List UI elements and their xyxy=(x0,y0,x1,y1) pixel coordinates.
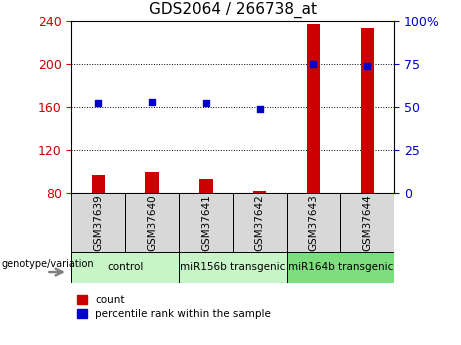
Bar xyxy=(307,24,320,193)
Bar xyxy=(145,171,159,193)
Bar xyxy=(92,175,105,193)
Bar xyxy=(361,28,374,193)
Bar xyxy=(287,193,340,252)
Text: miR156b transgenic: miR156b transgenic xyxy=(180,263,285,272)
Bar xyxy=(71,193,125,252)
Bar xyxy=(71,252,179,283)
Text: miR164b transgenic: miR164b transgenic xyxy=(288,263,393,272)
Title: GDS2064 / 266738_at: GDS2064 / 266738_at xyxy=(149,2,317,18)
Point xyxy=(148,99,156,105)
Point xyxy=(256,106,263,111)
Text: control: control xyxy=(107,263,143,272)
Legend: count, percentile rank within the sample: count, percentile rank within the sample xyxy=(77,295,271,319)
Point xyxy=(202,101,210,106)
Bar xyxy=(340,193,394,252)
Text: genotype/variation: genotype/variation xyxy=(1,259,94,269)
Text: GSM37640: GSM37640 xyxy=(147,194,157,251)
Text: GSM37642: GSM37642 xyxy=(254,194,265,251)
Bar xyxy=(287,252,394,283)
Text: GSM37641: GSM37641 xyxy=(201,194,211,251)
Bar xyxy=(179,193,233,252)
Bar xyxy=(179,252,287,283)
Point xyxy=(364,63,371,68)
Point xyxy=(95,101,102,106)
Bar xyxy=(125,193,179,252)
Text: GSM37643: GSM37643 xyxy=(308,194,319,251)
Text: GSM37639: GSM37639 xyxy=(93,194,103,251)
Bar xyxy=(233,193,287,252)
Bar xyxy=(199,179,213,193)
Text: GSM37644: GSM37644 xyxy=(362,194,372,251)
Point xyxy=(310,61,317,67)
Bar xyxy=(253,191,266,193)
